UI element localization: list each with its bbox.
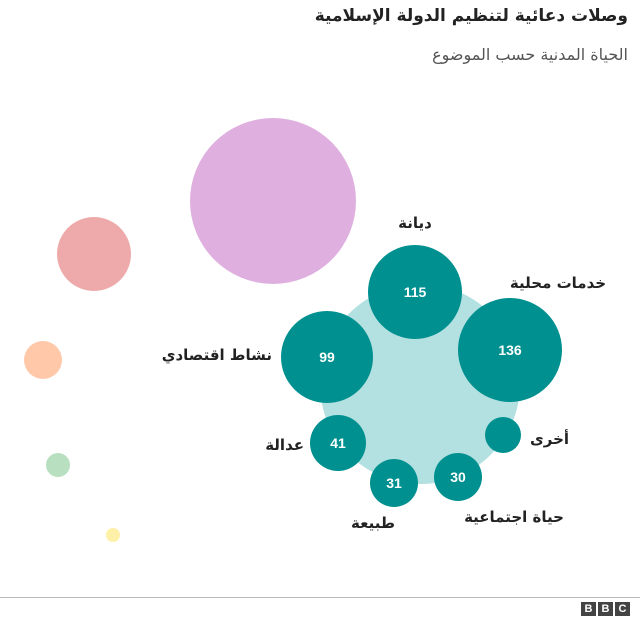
bubble-value: 41 — [330, 435, 346, 451]
bubble — [368, 245, 462, 339]
bubble — [310, 415, 366, 471]
bubble — [434, 453, 482, 501]
bubble-label: نشاط اقتصادي — [162, 346, 272, 365]
bubble — [458, 298, 562, 402]
bbc-logo: B B C — [581, 602, 630, 616]
bubble-label: حياة اجتماعية — [464, 508, 564, 526]
bubble-value: 30 — [450, 469, 466, 485]
bubble-value: 136 — [498, 342, 522, 358]
group-bubble-pink — [190, 118, 356, 284]
bubble-label: أخرى — [530, 429, 569, 448]
bubble — [370, 459, 418, 507]
chart-subtitle: الحياة المدنية حسب الموضوع — [432, 45, 628, 64]
bubble — [281, 311, 373, 403]
group-bubble-yellow — [106, 528, 120, 542]
group-bubble-orange — [24, 341, 62, 379]
logo-letter: B — [598, 602, 613, 616]
bubble-label: ديانة — [398, 214, 432, 232]
bubble-label: عدالة — [265, 436, 304, 454]
group-bubble-green — [46, 453, 70, 477]
bubble-label: طبيعة — [351, 514, 395, 532]
chart-title: وصلات دعائية لتنظيم الدولة الإسلامية — [314, 6, 628, 26]
logo-letter: B — [581, 602, 596, 616]
bubble-label: خدمات محلية — [510, 274, 606, 292]
footer-divider — [0, 597, 640, 598]
logo-letter: C — [615, 602, 630, 616]
bubble — [485, 417, 521, 453]
bubble-chart: 115 ديانة 136 خدمات محلية 99 نشاط اقتصادي 41 عد… — [24, 118, 606, 542]
bubble-value: 99 — [319, 349, 335, 365]
bubble-value: 115 — [404, 284, 427, 300]
bubble-value: 31 — [386, 475, 402, 491]
group-bubble-red — [57, 217, 131, 291]
